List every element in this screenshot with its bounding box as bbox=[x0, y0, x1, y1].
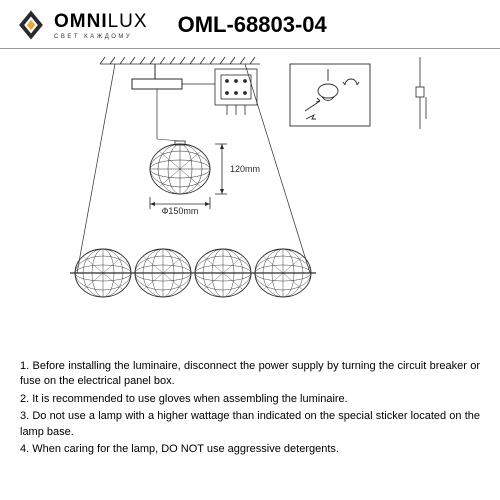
instructions: 1. Before installing the luminaire, disc… bbox=[0, 349, 500, 469]
instruction-3: 3. Do not use a lamp with a higher watta… bbox=[20, 409, 480, 440]
ceiling-hatch bbox=[100, 57, 260, 64]
sphere-4 bbox=[255, 249, 311, 297]
junction-box bbox=[215, 69, 257, 115]
bulb-install-inset bbox=[290, 64, 370, 126]
sphere-3 bbox=[195, 249, 251, 297]
omnilux-logo-icon bbox=[14, 8, 48, 42]
brand-tagline: СВЕТ КАЖДОМУ bbox=[54, 34, 148, 40]
sphere-1 bbox=[75, 249, 131, 297]
header: OMNILUX СВЕТ КАЖДОМУ OML-68803-04 bbox=[0, 0, 500, 46]
sphere-dimension: Ф150mm 120mm bbox=[150, 141, 260, 216]
diagram-svg: Ф150mm 120mm bbox=[0, 49, 500, 349]
logo: OMNILUX СВЕТ КАЖДОМУ bbox=[14, 8, 148, 42]
diagram-area: Ф150mm 120mm bbox=[0, 49, 500, 349]
width-label: Ф150mm bbox=[162, 206, 199, 216]
main-fixture bbox=[70, 64, 316, 297]
sphere-2 bbox=[135, 249, 191, 297]
brand-name: OMNILUX bbox=[54, 11, 148, 33]
cable-adjuster bbox=[416, 57, 426, 129]
instruction-1: 1. Before installing the luminaire, disc… bbox=[20, 359, 480, 390]
brand-sub: LUX bbox=[108, 11, 148, 32]
model-number: OML-68803-04 bbox=[178, 12, 327, 38]
cable-left bbox=[77, 64, 115, 273]
height-label: 120mm bbox=[230, 164, 260, 174]
instruction-2: 2. It is recommended to use gloves when … bbox=[20, 392, 480, 407]
brand-main: OMNI bbox=[54, 11, 108, 32]
canopy bbox=[132, 79, 182, 89]
brand-text: OMNILUX СВЕТ КАЖДОМУ bbox=[54, 11, 148, 40]
instruction-4: 4. When caring for the lamp, DO NOT use … bbox=[20, 442, 480, 457]
